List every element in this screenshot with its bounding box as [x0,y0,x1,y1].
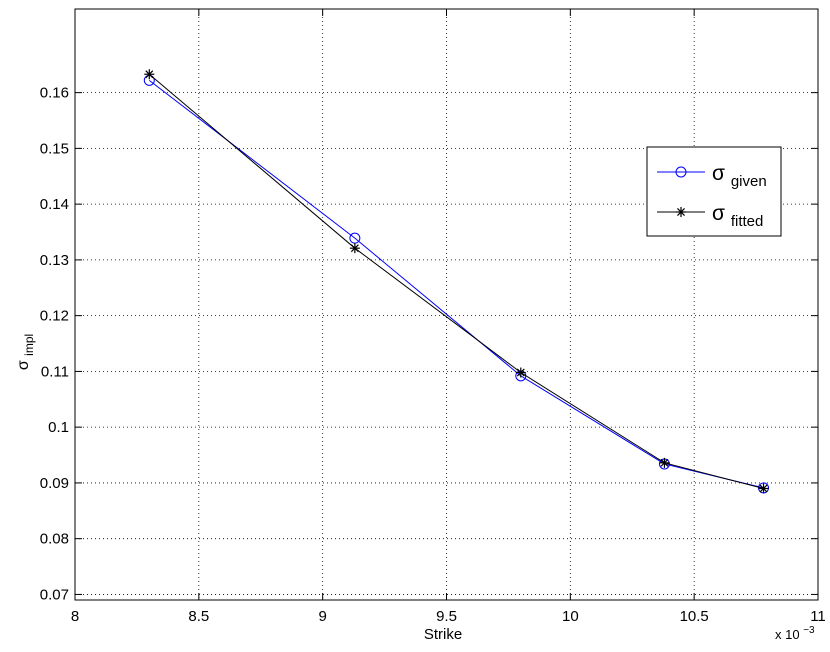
x-multiplier-exponent: −3 [803,625,815,636]
data-point-fitted [515,367,526,378]
series-layer [143,69,770,494]
legend-marker-given [675,166,687,178]
y-tick-label: 0.14 [40,196,69,213]
legend-label-given: σ given [712,162,767,190]
x-tick-label: 8 [71,608,79,625]
x-tick-label: 8.5 [188,608,209,625]
legend-label-fitted-symbol: σ [712,202,725,225]
y-tick-label: 0.12 [40,308,69,325]
x-tick-label: 11 [810,608,826,625]
y-tick-label: 0.07 [40,586,69,603]
y-tick-label: 0.16 [40,85,69,102]
data-point-fitted [144,69,155,80]
legend-label-fitted: σ fitted [712,202,763,230]
grid [75,9,818,600]
y-axis-label: σ impl [15,334,36,370]
legend-marker-fitted [676,207,686,217]
legend-entry-fitted: σ fitted [657,202,763,230]
y-axis-label-subscript: impl [22,334,36,356]
data-point-fitted [659,457,670,468]
y-tick-label: 0.13 [40,252,69,269]
series-given [143,74,770,494]
y-tick-label: 0.08 [40,531,69,548]
axes: 8 8.5 9 9.5 10 10.5 11 0.07 0.08 0.09 0.1 0.11 0.12 0… [40,8,826,625]
y-tick-label: 0.09 [40,475,69,492]
data-point-given [349,232,361,244]
x-tick-label: 9 [318,608,326,625]
x-multiplier-prefix: x 10 [775,627,800,642]
legend: σ given σ fitted [646,146,782,237]
series-fitted [144,69,769,494]
x-tick-label: 10 [562,608,579,625]
legend-label-given-subscript: given [731,173,767,190]
x-axis-label: Strike [424,626,462,643]
y-tick-label: 0.11 [41,363,69,380]
y-axis-label-symbol: σ [15,360,32,370]
legend-box [646,146,782,237]
legend-star-icon [676,207,686,217]
x-axis-multiplier: x 10 −3 [775,625,815,642]
x-tick-label: 9.5 [436,608,457,625]
legend-label-given-symbol: σ [712,162,725,185]
legend-entry-given: σ given [657,162,767,190]
x-tick-label: 10.5 [680,608,709,625]
series-line-fitted [148,73,764,489]
y-tick-label: 0.15 [40,140,69,157]
data-point-fitted [349,243,360,254]
legend-label-fitted-subscript: fitted [731,213,764,230]
data-point-fitted [758,483,769,494]
y-tick-label: 0.1 [48,419,69,436]
